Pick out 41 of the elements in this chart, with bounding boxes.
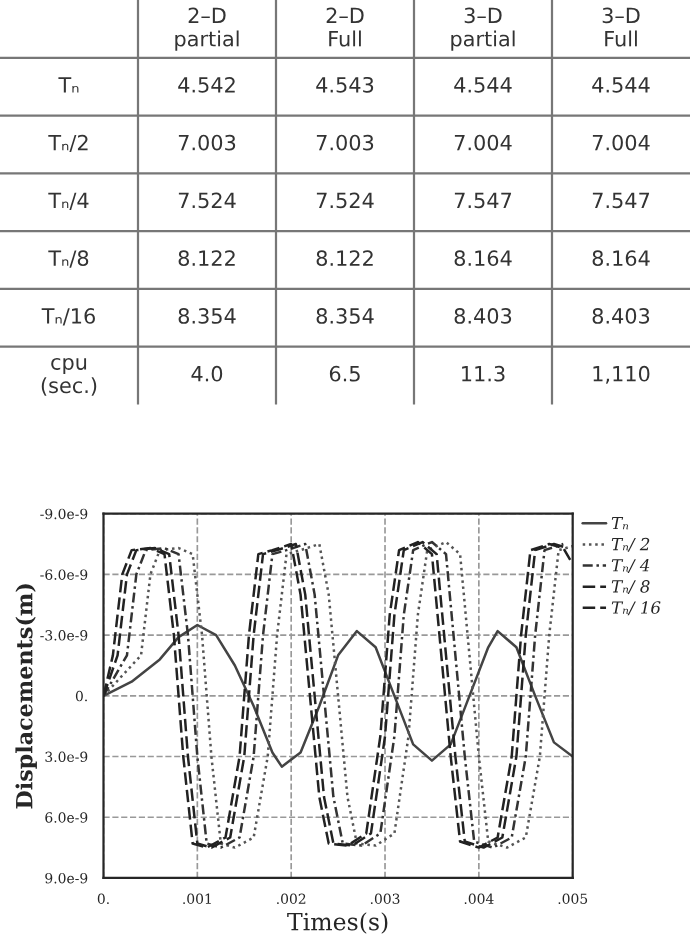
legend-label: Tₙ/ 16 — [611, 601, 661, 616]
text: 8.164 — [592, 250, 650, 267]
text: 8.122 — [178, 250, 235, 267]
text: 4.0 — [191, 365, 223, 382]
text: 7.524 — [178, 192, 236, 209]
category-label: cpu (sec.) — [41, 357, 97, 396]
text: 7.003 — [178, 134, 236, 151]
text: 8.403 — [592, 308, 650, 324]
text: 8.122 — [316, 250, 373, 267]
legend-label: Tₙ — [611, 516, 629, 530]
category-label: Tₙ/2 — [48, 134, 88, 153]
legend-label: Tₙ/ 4 — [611, 558, 650, 573]
text: 7.003 — [316, 134, 374, 151]
legend-label: Tₙ/ 2 — [611, 537, 650, 552]
y-axis-title: Displacements(m) — [15, 584, 37, 809]
category-label: Tₙ — [58, 77, 79, 93]
text: 1,110 — [593, 365, 650, 384]
text: 6.5 — [329, 365, 360, 382]
text: 7.524 — [316, 192, 374, 209]
text: 7.004 — [592, 134, 650, 151]
category-label: 2–D Full — [326, 7, 364, 47]
text: 4.542 — [178, 76, 235, 93]
category-label: Tₙ/16 — [41, 308, 95, 326]
text: 4.544 — [592, 77, 650, 93]
text: 8.403 — [454, 308, 512, 324]
category-label: Tₙ/4 — [48, 192, 89, 210]
text: 4.544 — [454, 77, 512, 93]
text: 8.354 — [178, 308, 236, 324]
category-label: 3–D partial — [451, 7, 515, 51]
category-label: Tₙ/8 — [48, 250, 89, 268]
category-label: 2–D partial — [175, 7, 239, 51]
category-label: 3–D Full — [602, 7, 640, 47]
text: 8.354 — [316, 308, 374, 324]
text: 11.3 — [462, 365, 505, 382]
text: 8.164 — [454, 250, 512, 267]
text: 7.547 — [454, 192, 512, 209]
text: 4.543 — [316, 76, 374, 93]
text: 7.004 — [454, 134, 512, 151]
legend-label: Tₙ/ 8 — [611, 580, 650, 595]
text: 7.547 — [592, 192, 650, 209]
x-axis-title: Times(s) — [287, 912, 388, 934]
